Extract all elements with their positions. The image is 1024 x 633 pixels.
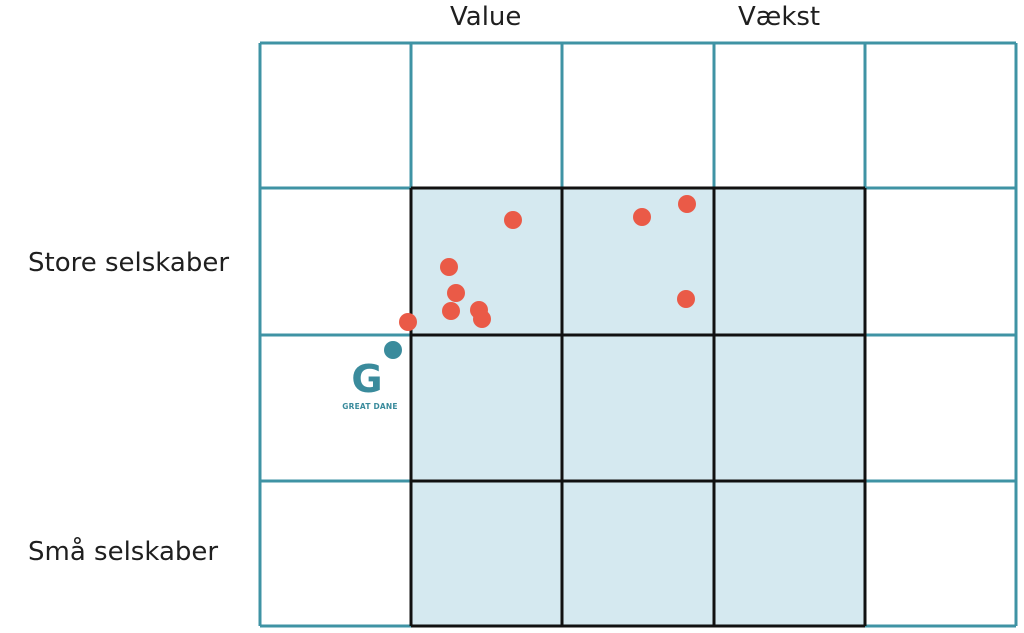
- holding-dot: [440, 258, 458, 276]
- holding-dot: [442, 302, 460, 320]
- holding-dots: [399, 195, 696, 331]
- logo-wordmark: GREAT DANE: [342, 402, 398, 411]
- holding-dot: [473, 310, 491, 328]
- logo-letter: G: [351, 357, 383, 401]
- column-label-value: Value: [450, 2, 522, 32]
- column-label-growth: Vækst: [738, 2, 821, 32]
- row-label-small-companies: Små selskaber: [28, 537, 219, 567]
- holding-dot: [504, 211, 522, 229]
- great-dane-logo: G GREAT DANE: [330, 360, 410, 416]
- holding-dot: [677, 290, 695, 308]
- circle-dot-icon: [384, 341, 402, 359]
- holding-dot: [447, 284, 465, 302]
- highlight-region: [411, 188, 865, 626]
- holding-dot: [399, 313, 417, 331]
- row-label-large-companies: Store selskaber: [28, 248, 230, 278]
- highlight-cell-borders: [409, 186, 867, 628]
- holding-dot: [678, 195, 696, 213]
- holding-dot: [633, 208, 651, 226]
